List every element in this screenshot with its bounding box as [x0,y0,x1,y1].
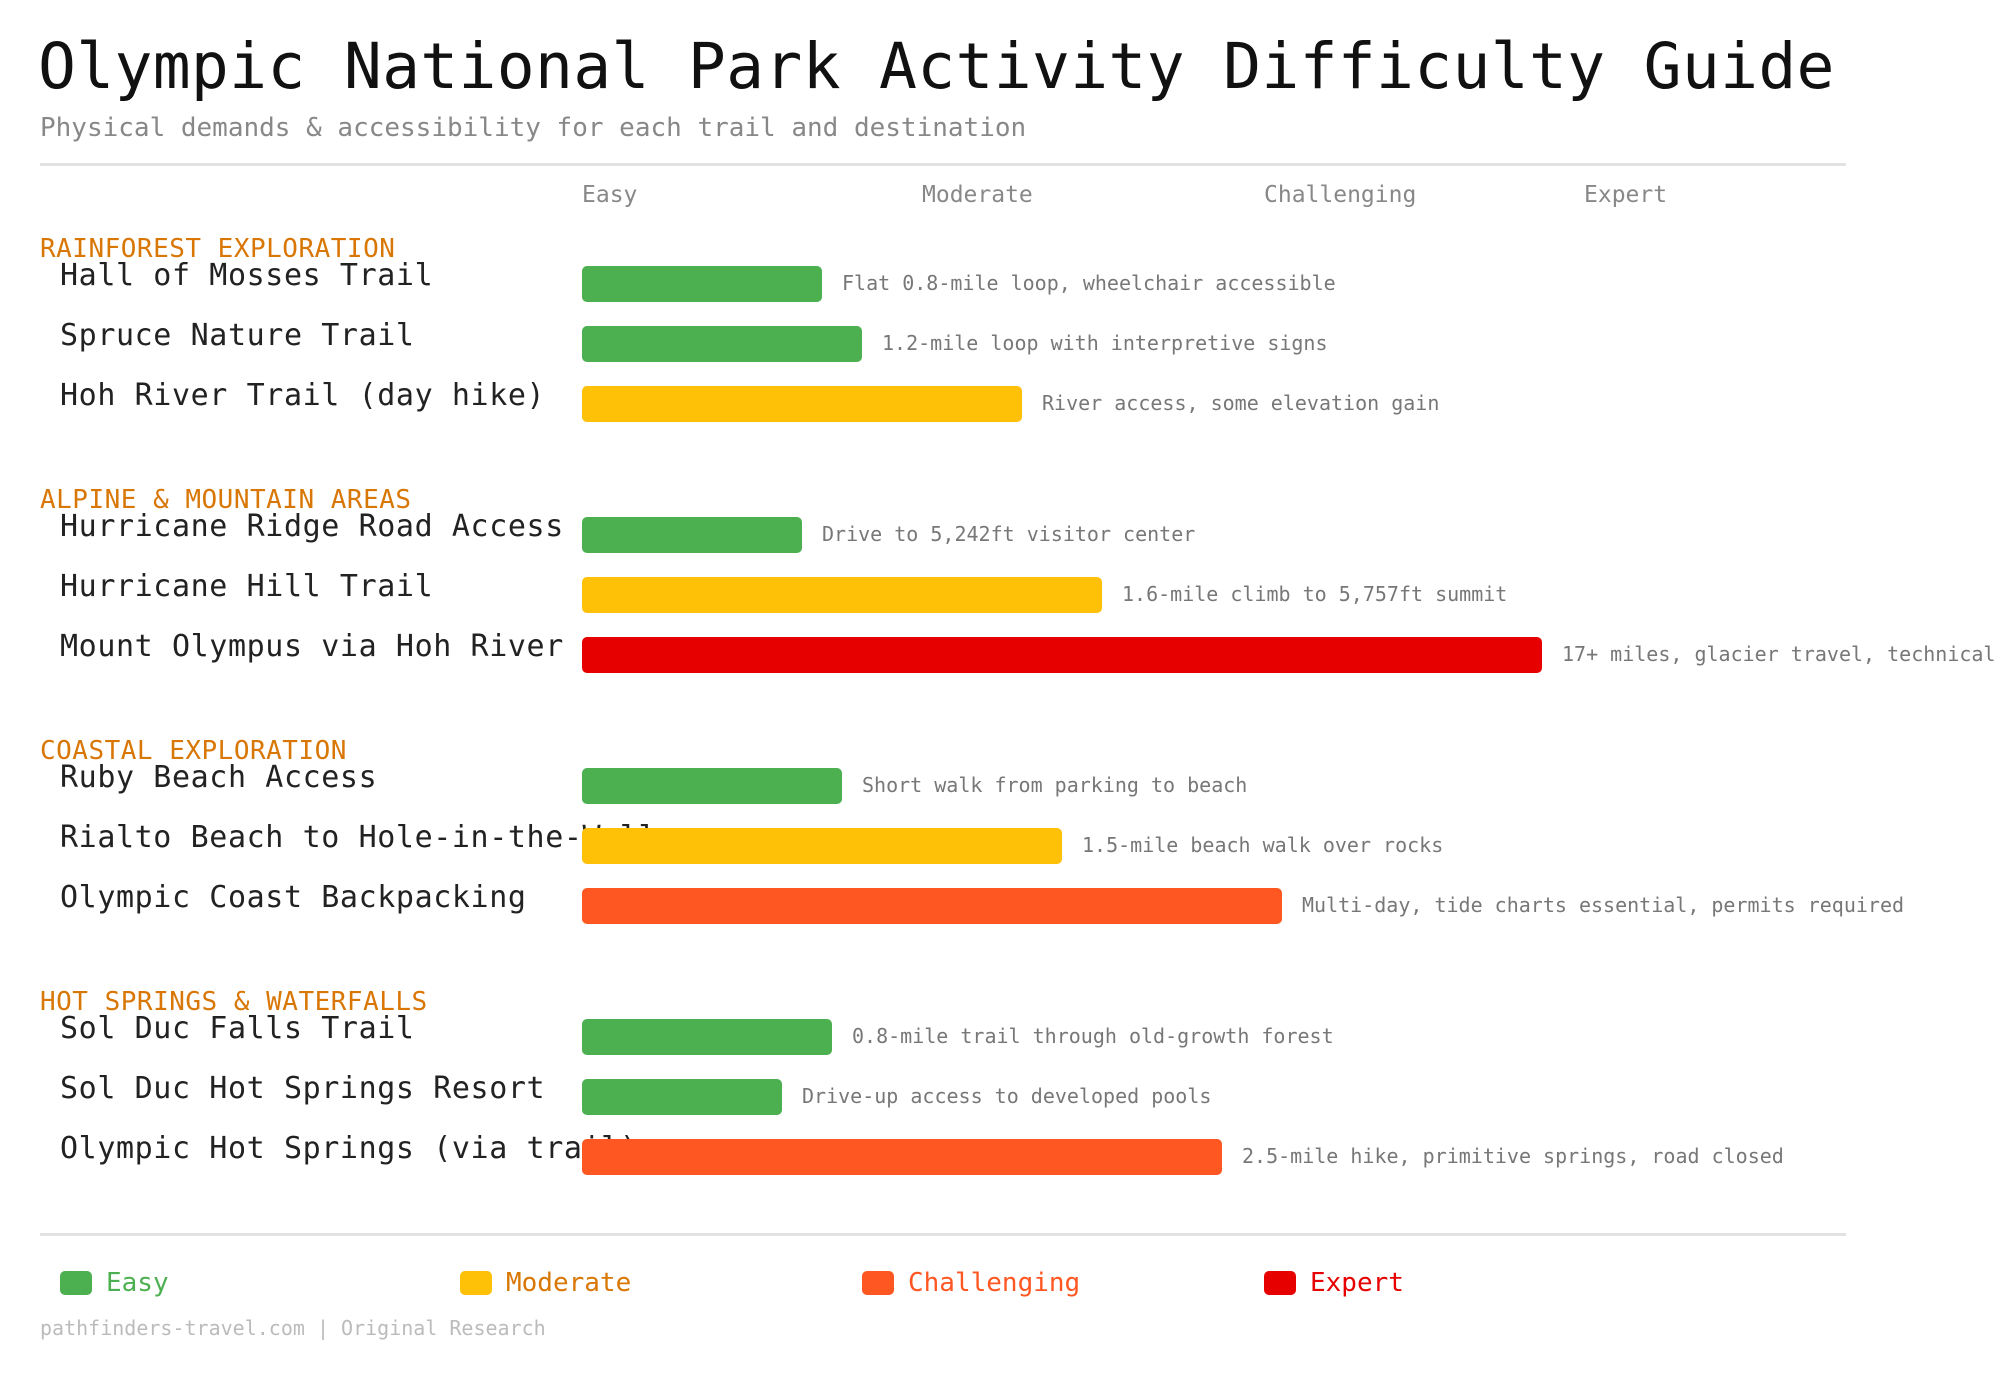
difficulty-bar [582,828,1062,864]
legend-swatch [60,1271,92,1295]
activity-label: Hurricane Ridge Road Access [60,509,564,544]
legend-item-expert: Expert [1264,1268,1404,1298]
activity-note: Drive-up access to developed pools [802,1084,1212,1108]
activity-label: Hurricane Hill Trail [60,569,434,604]
activity-note: 1.5-mile beach walk over rocks [1082,833,1444,857]
legend-item-easy: Easy [60,1268,169,1298]
scale-label-challenging: Challenging [1264,182,1417,208]
activity-label: Rialto Beach to Hole-in-the-Wall [60,820,658,855]
activity-note: River access, some elevation gain [1042,391,1440,415]
section-header: COASTAL EXPLORATION [40,736,347,766]
scale-label-moderate: Moderate [922,182,1033,208]
legend-swatch [1264,1271,1296,1295]
scale-label-easy: Easy [582,182,638,208]
activity-label: Hoh River Trail (day hike) [60,378,546,413]
activity-note: 2.5-mile hike, primitive springs, road c… [1242,1144,1784,1168]
activity-note: Flat 0.8-mile loop, wheelchair accessibl… [842,271,1336,295]
legend-label: Expert [1310,1268,1404,1298]
difficulty-bar [582,768,842,804]
footer-credit: pathfinders-travel.com | Original Resear… [40,1316,546,1340]
legend-item-moderate: Moderate [460,1268,631,1298]
activity-note: 0.8-mile trail through old-growth forest [852,1024,1334,1048]
activity-note: Drive to 5,242ft visitor center [822,522,1196,546]
activity-note: Short walk from parking to beach [862,773,1248,797]
legend-label: Moderate [506,1268,632,1298]
section-header: ALPINE & MOUNTAIN AREAS [40,485,412,515]
scale-label-expert: Expert [1584,182,1668,208]
difficulty-bar [582,888,1282,924]
difficulty-bar [582,326,862,362]
activity-label: Mount Olympus via Hoh River [60,629,564,664]
activity-label: Sol Duc Falls Trail [60,1011,415,1046]
header-divider [40,163,1846,166]
activity-note: 1.2-mile loop with interpretive signs [882,331,1328,355]
page-subtitle: Physical demands & accessibility for eac… [40,113,1027,143]
activity-label: Hall of Mosses Trail [60,258,434,293]
legend-label: Easy [106,1268,169,1298]
difficulty-bar [582,1139,1222,1175]
activity-label: Olympic Coast Backpacking [60,880,527,915]
difficulty-bar [582,1079,782,1115]
activity-label: Olympic Hot Springs (via trail) [60,1131,639,1166]
section-header: RAINFOREST EXPLORATION [40,234,396,264]
activity-label: Ruby Beach Access [60,760,378,795]
activity-label: Spruce Nature Trail [60,318,415,353]
legend-label: Challenging [908,1268,1081,1298]
section-header: HOT SPRINGS & WATERFALLS [40,987,428,1017]
activity-note: Multi-day, tide charts essential, permit… [1302,893,1905,917]
activity-note: 1.6-mile climb to 5,757ft summit [1122,582,1508,606]
activity-label: Sol Duc Hot Springs Resort [60,1071,546,1106]
difficulty-bar [582,1019,832,1055]
activity-note: 17+ miles, glacier travel, technical [1562,642,1996,666]
legend-swatch [460,1271,492,1295]
legend-swatch [862,1271,894,1295]
difficulty-bar [582,577,1102,613]
footer-divider [40,1233,1846,1236]
difficulty-bar [582,637,1542,673]
page-title: Olympic National Park Activity Difficult… [38,30,1835,103]
difficulty-bar [582,386,1022,422]
difficulty-bar [582,517,802,553]
legend-item-challenging: Challenging [862,1268,1080,1298]
difficulty-bar [582,266,822,302]
